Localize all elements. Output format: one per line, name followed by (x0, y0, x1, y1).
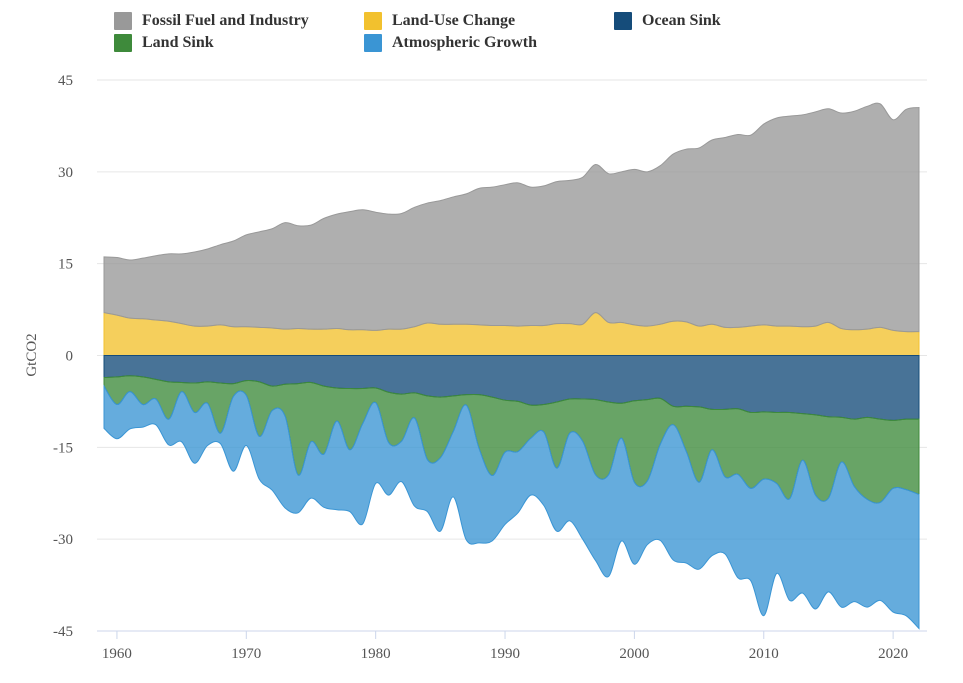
legend-label: Ocean Sink (642, 12, 721, 29)
legend-label: Fossil Fuel and Industry (142, 12, 309, 29)
x-tick-label: 2000 (619, 646, 649, 662)
chart-legend: Fossil Fuel and Industry Land-Use Change O… (0, 0, 963, 60)
x-axis: 1960 1970 1980 1990 2000 2010 2020 (97, 630, 927, 662)
y-axis-title: GtCO2 (24, 333, 40, 376)
y-tick-label: 0 (66, 349, 74, 365)
legend-label: Land Sink (142, 34, 214, 51)
area-atmospheric-growth[interactable] (103, 384, 920, 630)
area-series (103, 102, 920, 630)
legend-swatch (614, 12, 632, 30)
legend-item[interactable]: Fossil Fuel and Industry (114, 12, 309, 30)
legend-swatch (364, 12, 382, 30)
y-tick-label: 15 (58, 257, 73, 273)
y-tick-label: -30 (53, 532, 73, 548)
y-tick-label: -45 (53, 624, 73, 640)
legend-item[interactable]: Land Sink (114, 34, 214, 52)
x-tick-label: 2010 (749, 646, 779, 662)
y-tick-label: -15 (53, 440, 73, 456)
legend-item[interactable]: Land-Use Change (364, 12, 515, 30)
area-fossil-fuel-and-industry[interactable] (103, 102, 920, 333)
legend-label: Atmospheric Growth (392, 34, 538, 51)
legend-item[interactable]: Ocean Sink (614, 12, 721, 30)
x-tick-label: 1980 (361, 646, 391, 662)
legend-item[interactable]: Atmospheric Growth (364, 34, 537, 52)
x-tick-label: 2020 (878, 646, 908, 662)
legend-swatch (364, 34, 382, 52)
x-tick-label: 1970 (231, 646, 261, 662)
x-tick-label: 1960 (102, 646, 132, 662)
y-axis: 45 30 15 0 -15 -30 -45 (53, 73, 73, 640)
y-tick-label: 30 (58, 165, 73, 181)
legend-swatch (114, 12, 132, 30)
legend-swatch (114, 34, 132, 52)
legend-label: Land-Use Change (392, 12, 516, 29)
x-tick-label: 1990 (490, 646, 520, 662)
y-tick-label: 45 (58, 73, 73, 89)
